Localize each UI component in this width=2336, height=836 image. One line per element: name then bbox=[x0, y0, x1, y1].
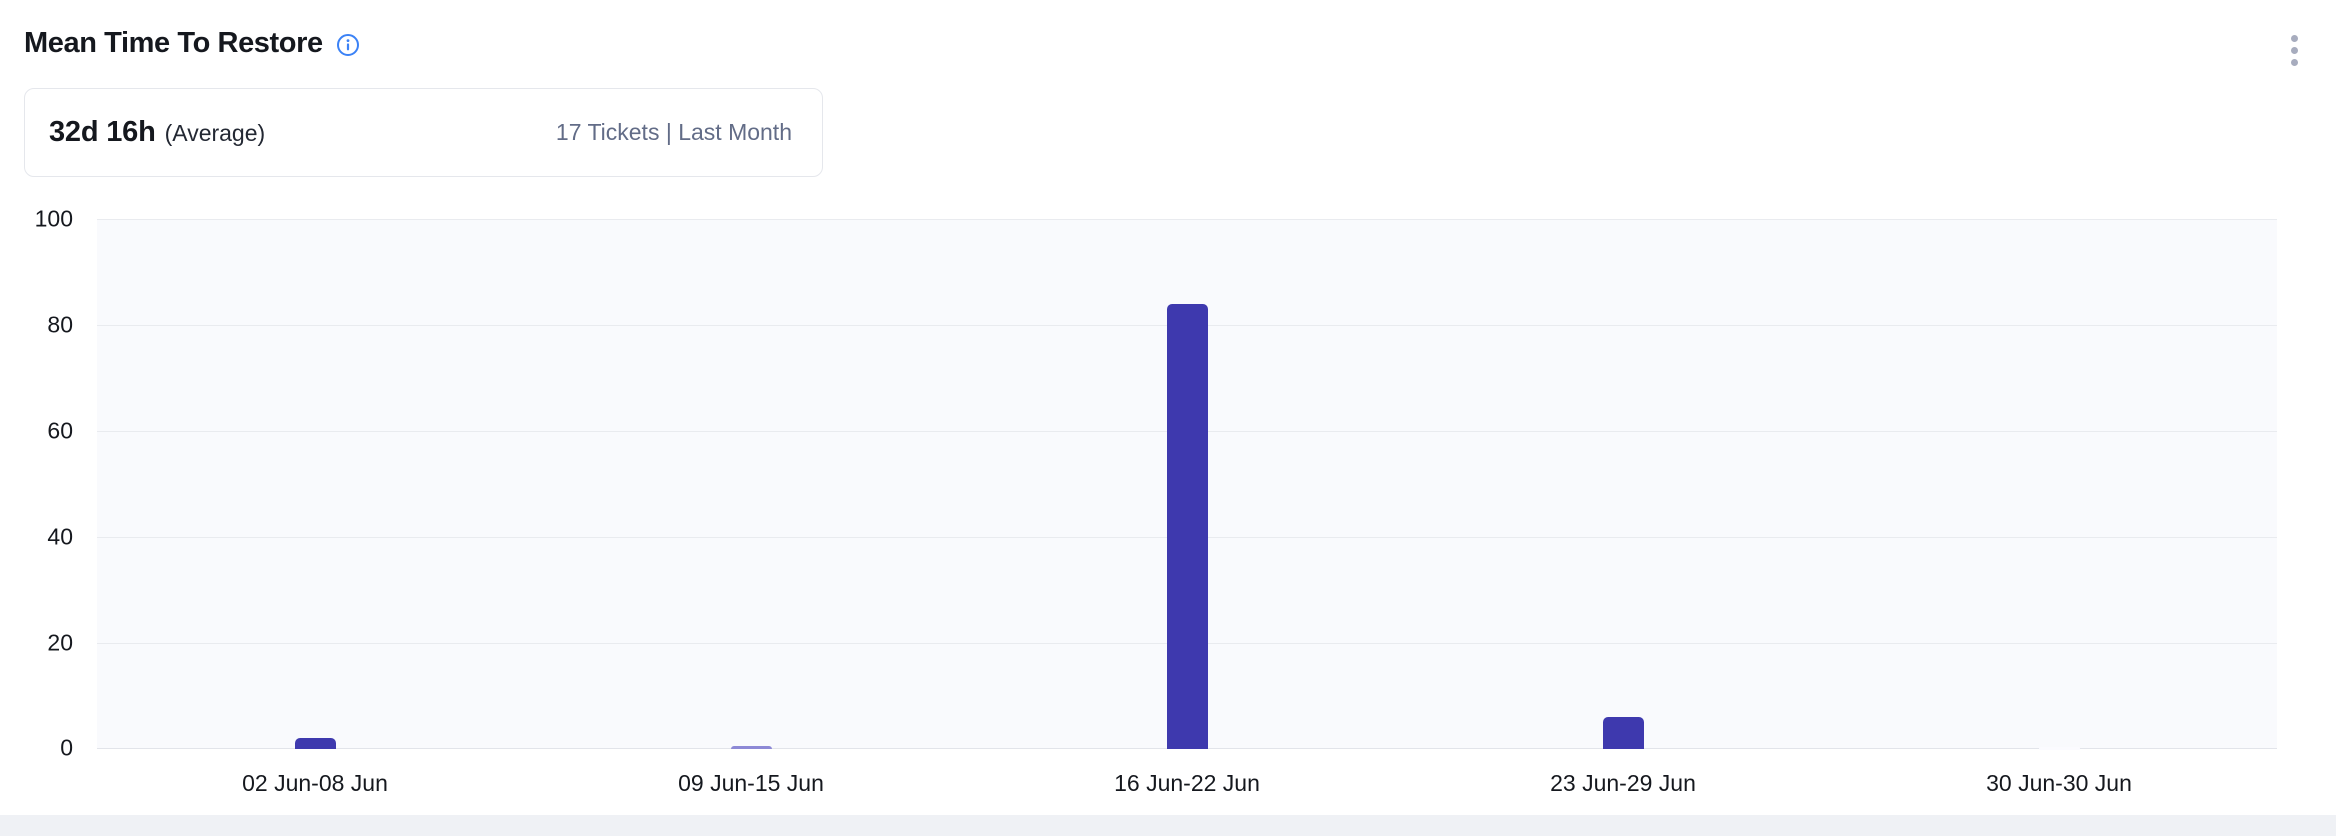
summary-card: 32d 16h (Average) 17 Tickets | Last Mont… bbox=[24, 88, 823, 177]
tickets-period-meta: 17 Tickets | Last Month bbox=[555, 119, 792, 145]
bar-16 Jun-22 Jun[interactable] bbox=[1167, 304, 1208, 749]
bar-09 Jun-15 Jun[interactable] bbox=[731, 746, 772, 749]
x-tick-label-23 Jun-29 Jun: 23 Jun-29 Jun bbox=[1550, 770, 1696, 796]
x-tick-label-30 Jun-30 Jun: 30 Jun-30 Jun bbox=[1986, 770, 2132, 796]
y-tick-label-60: 60 bbox=[47, 417, 73, 444]
page-title: Mean Time To Restore bbox=[24, 27, 323, 59]
y-tick-label-20: 20 bbox=[47, 629, 73, 656]
y-tick-label-80: 80 bbox=[47, 311, 73, 338]
x-axis: 02 Jun-08 Jun 09 Jun-15 Jun 16 Jun-22 Jun 2… bbox=[97, 770, 2277, 804]
gridline-100 bbox=[97, 219, 2277, 220]
y-tick-label-40: 40 bbox=[47, 523, 73, 550]
average-label: (Average) bbox=[164, 120, 266, 146]
y-tick-label-100: 100 bbox=[34, 205, 73, 232]
y-axis: 0 20 40 60 80 100 bbox=[0, 206, 73, 761]
kebab-menu-icon[interactable] bbox=[2289, 33, 2300, 68]
x-tick-label-16 Jun-22 Jun: 16 Jun-22 Jun bbox=[1114, 770, 1260, 796]
kebab-dot bbox=[2291, 35, 2298, 42]
plot-area bbox=[97, 219, 2277, 750]
kebab-dot bbox=[2291, 47, 2298, 54]
kebab-dot bbox=[2291, 59, 2298, 66]
x-tick-label-02 Jun-08 Jun: 02 Jun-08 Jun bbox=[242, 770, 388, 796]
average-value: 32d 16h bbox=[49, 116, 156, 148]
summary-left: 32d 16h (Average) bbox=[49, 116, 265, 149]
bar-02 Jun-08 Jun[interactable] bbox=[295, 738, 336, 749]
bar-23 Jun-29 Jun[interactable] bbox=[1603, 717, 1644, 749]
bottom-strip bbox=[0, 815, 2336, 836]
x-tick-label-09 Jun-15 Jun: 09 Jun-15 Jun bbox=[678, 770, 824, 796]
bar-30 Jun-30 Jun[interactable] bbox=[2039, 747, 2080, 750]
info-icon[interactable] bbox=[336, 33, 360, 57]
widget-header: Mean Time To Restore bbox=[24, 27, 360, 60]
y-tick-label-0: 0 bbox=[60, 734, 73, 761]
